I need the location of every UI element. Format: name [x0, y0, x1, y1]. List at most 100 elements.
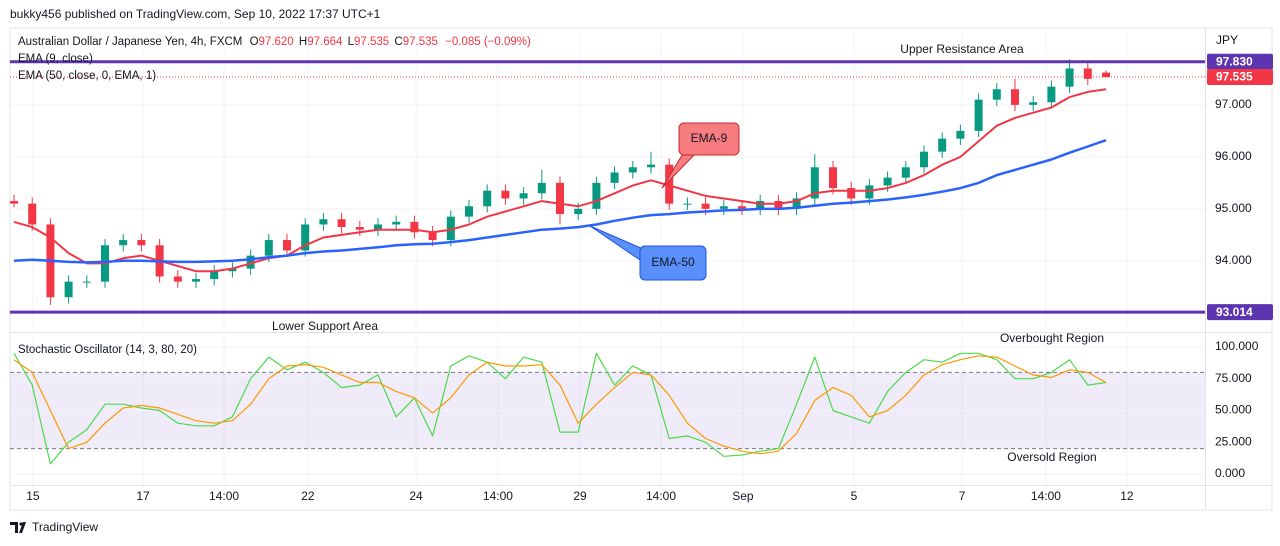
annotation: Upper Resistance Area: [900, 42, 1024, 56]
series-line: [13, 352, 1107, 465]
candle-body: [774, 201, 783, 209]
candle-body: [10, 201, 19, 204]
candle-body: [919, 151, 928, 168]
candle-body: [956, 130, 965, 139]
x-tick-label: Sep: [732, 489, 754, 503]
candle-body: [501, 190, 510, 199]
quote-value: 97.535: [354, 36, 389, 48]
legend-entry: EMA (9, close): [18, 53, 93, 65]
x-tick-label: 5: [851, 489, 858, 503]
candle-body: [719, 206, 728, 209]
candle-body: [119, 240, 128, 246]
footer-brand: TradingView: [32, 520, 98, 534]
candle-body: [1047, 86, 1056, 103]
candle-body: [392, 221, 401, 225]
x-tick-label: 15: [26, 489, 40, 503]
series-line: [13, 139, 1107, 264]
candle-body: [574, 208, 583, 215]
candle-body: [1065, 68, 1074, 87]
candle-body: [64, 281, 73, 298]
annotation: Lower Support Area: [272, 319, 378, 333]
price-badge: [1207, 53, 1273, 70]
legend-entry: EMA (50, close, 0, EMA, 1): [18, 70, 156, 82]
quote-change: −0.085 (−0.09%): [445, 36, 531, 48]
candle-body: [901, 167, 910, 178]
x-tick-label: 7: [959, 489, 966, 503]
candle-body: [756, 201, 765, 209]
quote-key: C: [394, 36, 402, 48]
candle-body: [374, 224, 383, 230]
candle-body: [992, 89, 1001, 100]
candle-body: [701, 203, 710, 209]
candle-body: [228, 268, 237, 272]
x-tick-label: 22: [301, 489, 315, 503]
callout-text: EMA-9: [691, 131, 728, 145]
price-badge-label: 93.014: [1216, 305, 1253, 319]
currency: JPY: [1216, 33, 1238, 47]
candle-body: [537, 182, 546, 194]
candle-body: [283, 240, 292, 251]
frame: [9, 27, 1273, 511]
candle-body: [1010, 89, 1019, 105]
x-tick-label: 14:00: [483, 489, 513, 503]
y-tick-label: 97.000: [1215, 97, 1252, 111]
quote-value: 97.664: [307, 36, 343, 48]
ema50-callout: EMA-50: [589, 225, 707, 281]
candle-body: [828, 167, 837, 189]
legend-title: Australian Dollar / Japanese Yen, 4h, FX…: [18, 36, 531, 48]
candle-body: [428, 232, 437, 241]
grid: 15 17 14:00 22 24 14:00 29 14:00 Sep 5 7 14:00 12 94.…: [10, 28, 1259, 503]
x-tick-label: 14:00: [646, 489, 676, 503]
candle-body: [810, 167, 819, 199]
legend-title: Stochastic Oscillator (14, 3, 80, 20): [18, 344, 197, 356]
candle-body: [665, 164, 674, 204]
candle-body: [192, 279, 201, 282]
marks: 97.830 97.535 93.014: [10, 53, 1273, 465]
candle-body: [137, 240, 146, 246]
candle-body: [628, 167, 637, 173]
candle-body: [519, 193, 528, 199]
candle-body: [792, 198, 801, 209]
y-tick-label: 96.000: [1215, 149, 1252, 163]
candle-body: [647, 164, 656, 168]
callout-text: EMA-50: [651, 255, 695, 269]
price-badge-label: 97.535: [1216, 70, 1253, 84]
candle-body: [556, 182, 565, 215]
x-tick-label: 12: [1120, 489, 1134, 503]
candle-body: [337, 219, 346, 228]
candle-body: [355, 227, 364, 230]
ema9-callout: EMA-9: [661, 122, 740, 189]
quote-key: L: [348, 36, 355, 48]
candle-body: [173, 276, 182, 282]
x-tick-label: 24: [409, 489, 423, 503]
y-tick-label: 100.000: [1215, 339, 1259, 353]
y-tick-label: 0.000: [1215, 466, 1245, 480]
series-line: [13, 88, 1107, 273]
annotation: Overbought Region: [1000, 331, 1104, 345]
price-badge: [1207, 69, 1273, 86]
x-tick-label: 14:00: [209, 489, 239, 503]
price-badge-label: 97.830: [1216, 54, 1253, 68]
y-tick-label: 25.000: [1215, 434, 1252, 448]
logo-dot: [19, 522, 23, 526]
y-tick-label: 75.000: [1215, 371, 1252, 385]
quote-value: 97.620: [259, 36, 294, 48]
candle-body: [82, 281, 91, 283]
candle-body: [319, 219, 328, 225]
candle-body: [883, 177, 892, 186]
candle-body: [465, 206, 474, 217]
annotation: Oversold Region: [1007, 450, 1096, 464]
footer-logo: [10, 522, 26, 533]
candle-body: [210, 271, 219, 280]
callout-box: [639, 245, 707, 281]
symbol: Australian Dollar / Japanese Yen, 4h, FX…: [18, 36, 242, 48]
quote-key: O: [250, 36, 259, 48]
y-tick-label: 50.000: [1215, 403, 1252, 417]
candle-body: [938, 138, 947, 152]
candle-body: [683, 203, 692, 205]
candle-body: [483, 190, 492, 207]
x-tick-label: 17: [136, 489, 150, 503]
callout-box: [678, 122, 740, 156]
quote-key: H: [299, 36, 307, 48]
